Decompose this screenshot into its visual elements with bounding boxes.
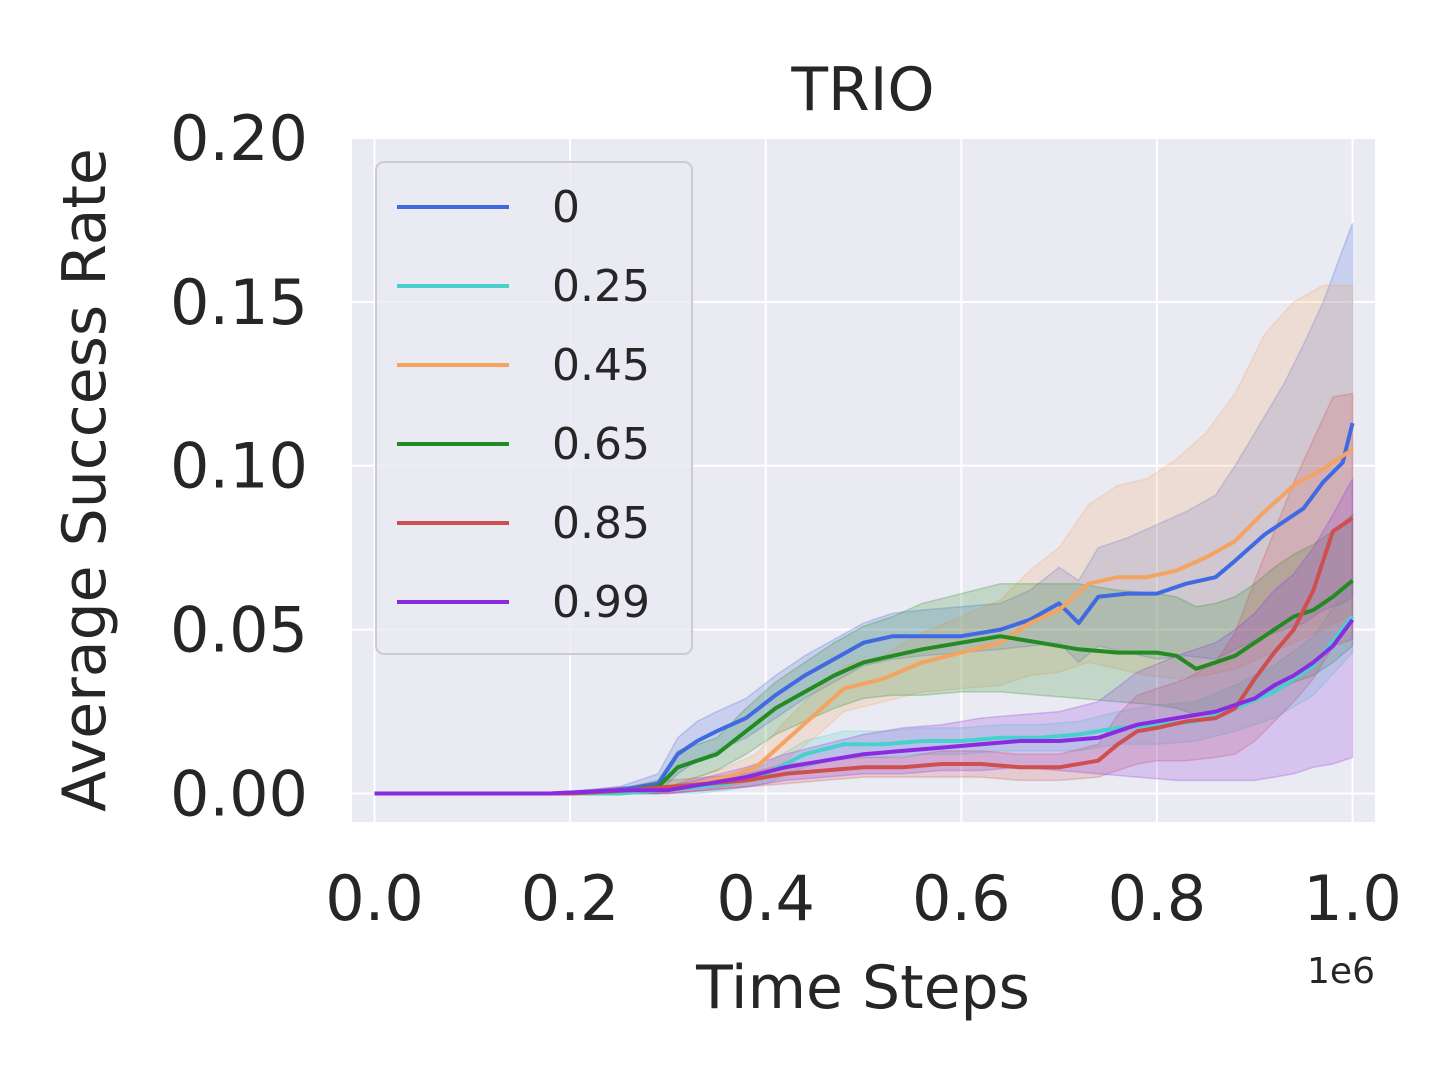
- chart-title: TRIO: [790, 55, 934, 125]
- y-tick-label: 0.00: [170, 757, 308, 830]
- confidence-band-0.65: [374, 513, 1354, 795]
- legend-label: 0.85: [552, 498, 650, 549]
- y-tick-label: 0.15: [170, 266, 308, 339]
- x-tick-labels: 0.0 0.2 0.4 0.6 0.8 1.0: [325, 862, 1402, 935]
- legend-label: 0: [552, 182, 580, 233]
- y-tick-label: 0.20: [170, 102, 308, 175]
- y-tick-label: 0.05: [170, 594, 308, 667]
- x-tick-label: 0.0: [325, 862, 424, 935]
- x-tick-label: 0.4: [716, 862, 815, 935]
- y-tick-labels: 0.00 0.05 0.10 0.15 0.20: [170, 102, 308, 830]
- legend-label: 0.25: [552, 261, 650, 312]
- series-line-0.65: [374, 578, 1354, 796]
- legend-label: 0.65: [552, 419, 650, 470]
- x-axis-label: Time Steps: [695, 953, 1030, 1023]
- confidence-band-0: [374, 222, 1354, 795]
- legend-label: 0.99: [552, 577, 650, 628]
- series-line-0: [374, 422, 1355, 796]
- legend: 0 0.25 0.45 0.65 0.85 0.99: [375, 161, 693, 655]
- x-tick-label: 1.0: [1303, 862, 1402, 935]
- confidence-band-0.85: [374, 392, 1354, 795]
- x-tick-label: 0.6: [912, 862, 1011, 935]
- y-tick-label: 0.10: [170, 430, 308, 503]
- confidence-bands: [374, 222, 1354, 795]
- series-lines: [374, 422, 1355, 796]
- series-line-0.99: [374, 618, 1355, 796]
- y-axis-label: Average Success Rate: [50, 148, 120, 812]
- legend-items: 0 0.25 0.45 0.65 0.85 0.99: [397, 182, 650, 628]
- x-tick-label: 0.8: [1108, 862, 1207, 935]
- x-axis-offset-label: 1e6: [1307, 951, 1375, 992]
- legend-label: 0.45: [552, 340, 650, 391]
- x-tick-label: 0.2: [521, 862, 620, 935]
